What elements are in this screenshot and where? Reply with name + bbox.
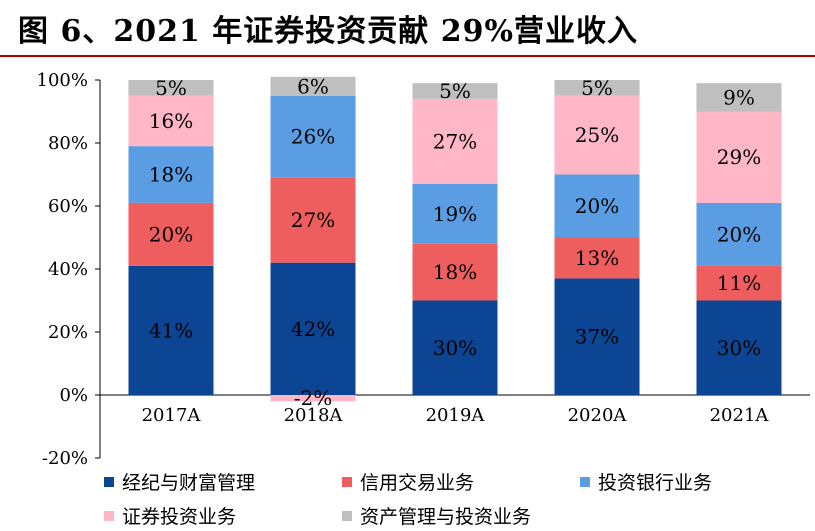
y-tick-label: 20% (48, 322, 88, 343)
bar-segment (554, 278, 640, 395)
bar-segment (128, 95, 214, 147)
chart-title: 图 6、2021 年证券投资贡献 29%营业收入 (18, 14, 638, 49)
data-label: 13% (575, 246, 619, 270)
data-label: 27% (291, 208, 335, 232)
legend-item: 资产管理与投资业务 (342, 502, 531, 529)
x-tick-label: 2017A (142, 405, 202, 426)
data-label: 6% (297, 74, 329, 98)
data-label: 19% (433, 202, 477, 226)
title-rule (0, 55, 815, 57)
data-label: 20% (575, 194, 619, 218)
data-label: 9% (723, 85, 755, 109)
legend-label: 证券投资业务 (122, 506, 237, 528)
legend-label: 经纪与财富管理 (122, 472, 256, 494)
legend-label: 资产管理与投资业务 (360, 506, 532, 528)
legend-swatch (580, 476, 590, 487)
legend-item: 信用交易业务 (342, 468, 474, 495)
y-tick-label: 40% (48, 259, 88, 280)
data-label: 5% (439, 79, 471, 103)
legend-label: 投资银行业务 (598, 472, 713, 494)
legend-item: 经纪与财富管理 (104, 468, 255, 495)
data-label: 16% (149, 109, 193, 133)
bar-segment (270, 177, 356, 263)
bar-segment (554, 237, 640, 279)
bar-segment (696, 111, 782, 203)
x-tick-label: 2020A (568, 405, 628, 426)
bar-segment (128, 202, 214, 266)
data-label: 5% (155, 76, 187, 100)
bar-segment (128, 265, 214, 395)
bar-segment (412, 243, 498, 301)
legend-label: 信用交易业务 (360, 472, 475, 494)
y-tick-label: 100% (37, 70, 88, 91)
legend-swatch (342, 510, 352, 521)
data-label: 18% (149, 163, 193, 187)
bar-segment (554, 174, 640, 238)
data-label: 29% (717, 145, 761, 169)
data-label: 11% (717, 271, 761, 295)
y-tick-label: 80% (48, 133, 88, 154)
x-tick-label: 2018A (284, 405, 344, 426)
data-label: 5% (581, 76, 613, 100)
data-label: 30% (433, 336, 477, 360)
bar-segment (554, 80, 640, 96)
data-label: 26% (291, 125, 335, 149)
y-tick-label: -20% (42, 448, 88, 469)
data-label: 25% (575, 123, 619, 147)
bar-segment (412, 183, 498, 244)
bar-segment (412, 300, 498, 395)
bar-segment (554, 95, 640, 175)
bar-segment (412, 83, 498, 99)
bar-segment (270, 76, 356, 96)
y-tick-label: 60% (48, 196, 88, 217)
data-label: -2% (294, 386, 333, 410)
data-label: 37% (575, 325, 619, 349)
bar-segment (128, 146, 214, 203)
bar-segment (696, 202, 782, 266)
legend-item: 证券投资业务 (104, 502, 236, 529)
y-tick-label: 0% (59, 385, 88, 406)
bar-segment (128, 80, 214, 96)
x-tick-label: 2021A (710, 405, 770, 426)
bar-segment (412, 98, 498, 184)
data-label: 18% (433, 260, 477, 284)
legend-swatch (342, 476, 352, 487)
data-label: 30% (717, 336, 761, 360)
bar-segment (696, 83, 782, 112)
legend-swatch (104, 510, 114, 521)
data-label: 27% (433, 129, 477, 153)
bar-segment (696, 300, 782, 395)
bar-segment (270, 95, 356, 178)
data-label: 20% (717, 222, 761, 246)
bar-segment (270, 262, 356, 395)
legend-swatch (104, 476, 114, 487)
legend-item: 投资银行业务 (580, 468, 712, 495)
bar-segment (696, 265, 782, 301)
bar-segment (270, 395, 356, 402)
data-label: 20% (149, 222, 193, 246)
x-tick-label: 2019A (426, 405, 486, 426)
data-label: 42% (291, 317, 335, 341)
data-label: 41% (149, 318, 193, 342)
